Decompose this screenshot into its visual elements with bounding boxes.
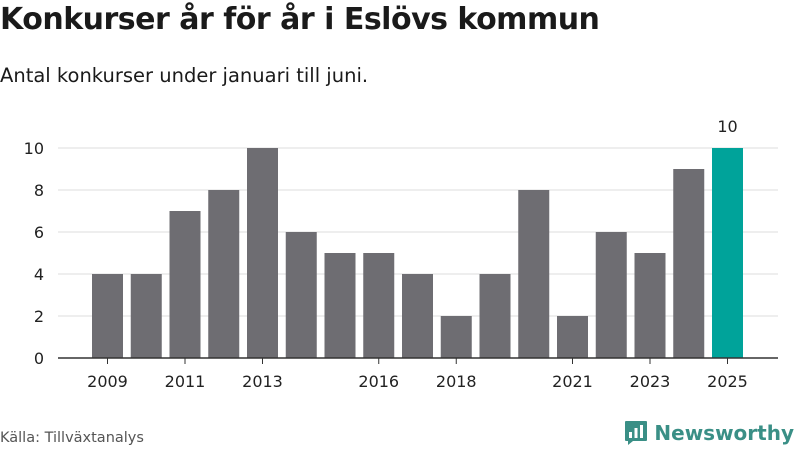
bar-2015 [324,253,356,358]
bar-2018 [440,316,472,358]
y-tick-label-10: 10 [24,139,44,158]
bar-2013 [247,148,278,358]
bar-2010 [130,274,162,358]
bar-2011 [169,211,201,358]
bars [92,148,743,358]
bar-chart-logo-icon [625,421,648,445]
y-tick-label-8: 8 [34,181,44,200]
bar-2016 [363,253,395,358]
data-label-2025: 10 [717,117,737,136]
x-tick-label-2025: 2025 [707,372,748,391]
x-tick-label-2018: 2018 [436,372,477,391]
bar-2021 [557,316,588,358]
bar-chart: 0 2 4 6 8 10 10 2009 2011 2013 2016 2018 2021 2023 202… [24,117,778,391]
x-tick-label-2013: 2013 [242,372,283,391]
labels: 0 2 4 6 8 10 10 2009 2011 2013 2016 2018 2021 2023 202… [24,117,748,391]
chart-subtitle: Antal konkurser under januari till juni. [0,64,369,87]
x-tick-label-2009: 2009 [87,372,128,391]
brand-name: Newsworthy [654,421,794,445]
axes [58,357,778,364]
x-tick-label-2011: 2011 [165,372,206,391]
y-tick-label-2: 2 [34,307,44,326]
bar-2009 [92,274,123,358]
bar-2025 [712,148,743,358]
bar-2019 [479,274,511,358]
bar-2022 [595,232,627,358]
x-tick-label-2021: 2021 [552,372,593,391]
chart-title: Konkurser år för år i Eslövs kommun [0,2,600,37]
bar-2012 [208,190,240,358]
y-tick-label-4: 4 [34,265,44,284]
x-tick-label-2016: 2016 [358,372,399,391]
bar-2024 [673,169,705,358]
bar-2023 [634,253,666,358]
bar-2020 [518,190,550,358]
brand-logo: Newsworthy [624,420,794,446]
y-tick-label-0: 0 [34,349,44,368]
bar-2017 [402,274,433,358]
bar-2014 [285,232,317,358]
y-tick-label-6: 6 [34,223,44,242]
source-note: Källa: Tillväxtanalys [0,430,144,446]
x-tick-label-2023: 2023 [630,372,671,391]
